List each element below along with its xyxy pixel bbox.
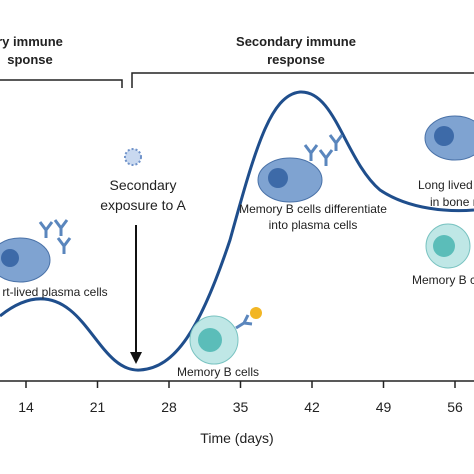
bracket-label: Secondary immune [236, 34, 356, 49]
x-ticks: 14 21 28 35 42 49 56 [18, 381, 463, 415]
antigen-icon [124, 148, 142, 166]
antibodies [303, 134, 344, 166]
cell-label: Memory B cells differentiate [239, 202, 387, 216]
receptor [235, 314, 253, 330]
bracket-label: sponse [7, 52, 53, 67]
plasma-cell [257, 157, 323, 203]
nucleus [198, 328, 222, 352]
bracket-label: ry immune [0, 34, 63, 49]
axis-title: Time (days) [200, 430, 273, 446]
response-curve [0, 90, 474, 372]
cell-label: in bone ma [430, 195, 474, 209]
tick-label: 56 [447, 399, 463, 415]
bracket-secondary [131, 72, 474, 88]
cell-label: Memory B cells [177, 365, 259, 379]
antigen-icon [250, 307, 262, 319]
cell-label: rt-lived plasma cells [2, 285, 107, 299]
plasma-cell [0, 237, 51, 283]
tick-label: 35 [233, 399, 249, 415]
nucleus [268, 168, 288, 188]
bracket-primary [0, 79, 123, 88]
tick-label: 14 [18, 399, 34, 415]
cell-label: Memory B ce [412, 273, 474, 287]
nucleus [1, 249, 19, 267]
exposure-label: Secondary [110, 177, 177, 193]
arrowhead [130, 352, 142, 364]
cell-label: into plasma cells [269, 218, 358, 232]
tick-label: 42 [304, 399, 320, 415]
nucleus [433, 235, 455, 257]
exposure-label: exposure to A [100, 197, 186, 213]
tick-label: 28 [161, 399, 177, 415]
nucleus [434, 126, 454, 146]
bracket-label: response [267, 52, 325, 67]
tick-label: 21 [90, 399, 106, 415]
tick-label: 49 [376, 399, 392, 415]
cell-label: Long lived plas [418, 178, 474, 192]
antibodies [38, 219, 72, 254]
